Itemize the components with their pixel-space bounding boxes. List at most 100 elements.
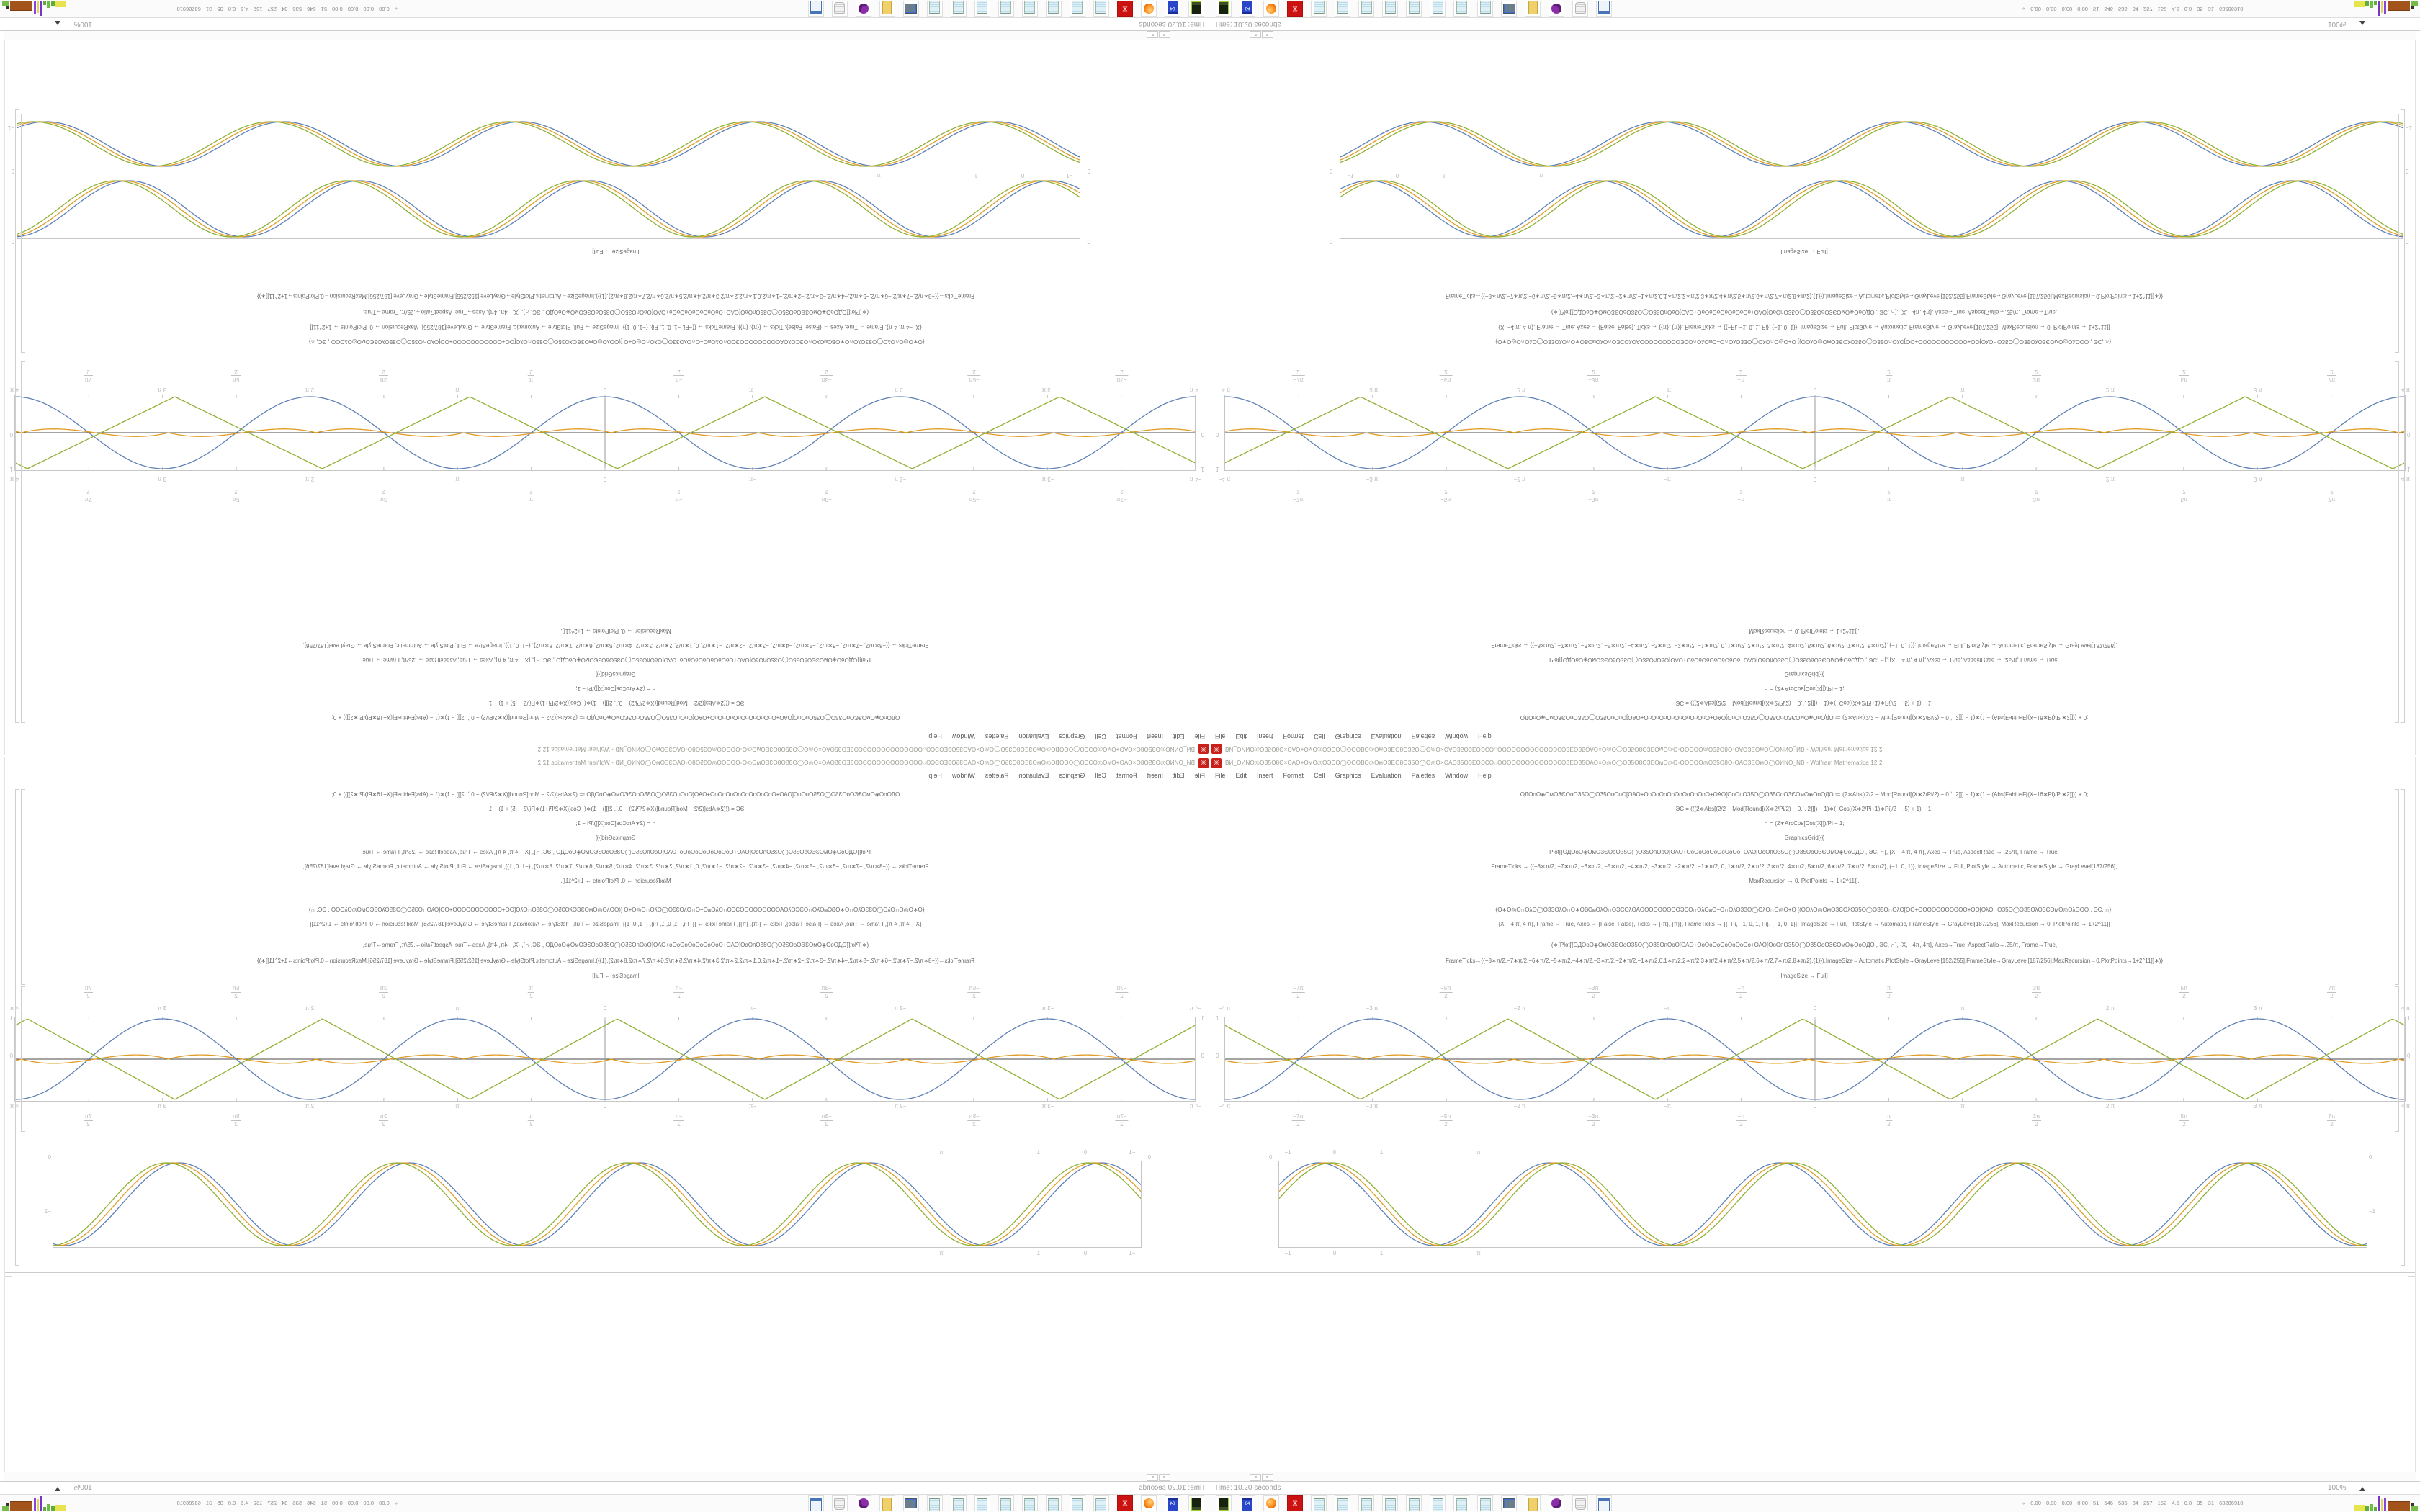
firefox-icon[interactable] (1141, 1495, 1157, 1511)
hscroll-right-arrow[interactable]: ▸ (1147, 1474, 1158, 1481)
menu-insert[interactable]: Insert (1257, 772, 1273, 779)
window-icon[interactable] (808, 1495, 824, 1511)
hscroll-right-arrow[interactable]: ▸ (1262, 1474, 1273, 1481)
note-icon[interactable] (1430, 1495, 1446, 1511)
note-icon[interactable] (1070, 1495, 1085, 1511)
note-icon[interactable] (1358, 1, 1374, 17)
input-cell-code-2[interactable]: {О∗О◎О∩ОλО◯ОЗЗОλО∩О∗ОВО⩏ОλО∩ОЭСОλОАООООО… (50, 288, 1181, 348)
horizontal-scrollbar[interactable]: ◂ ▸ (1210, 1472, 2416, 1482)
magnification-control[interactable]: 100% (2328, 1484, 2347, 1492)
menu-help[interactable]: Help (1478, 772, 1492, 779)
cell-bracket-output[interactable] (21, 986, 25, 1132)
note-icon[interactable] (927, 1495, 943, 1511)
menu-evaluation[interactable]: Evaluation (1018, 772, 1049, 779)
note-icon[interactable] (951, 1, 967, 17)
hscroll-right-arrow[interactable]: ▸ (1147, 31, 1158, 38)
cell-bracket-input[interactable] (2395, 789, 2399, 985)
menu-palettes[interactable]: Palettes (1411, 733, 1435, 740)
note-icon[interactable] (951, 1495, 967, 1511)
folder-icon[interactable] (879, 1495, 895, 1511)
note-icon[interactable] (1382, 1, 1398, 17)
computer-icon[interactable] (903, 1, 919, 17)
spikey-icon[interactable]: ✳ (1117, 1, 1133, 17)
magnification-control[interactable]: 100% (73, 20, 92, 28)
note-icon[interactable] (974, 1, 990, 17)
window-icon[interactable] (1596, 1495, 1612, 1511)
hscroll-right-arrow[interactable]: ▸ (1262, 31, 1273, 38)
note-icon[interactable] (1382, 1495, 1398, 1511)
hscroll-left-arrow[interactable]: ◂ (1159, 1474, 1170, 1481)
folder-icon[interactable] (879, 1, 895, 17)
scroll-icon[interactable] (1572, 1495, 1588, 1511)
cell-bracket-group[interactable] (2401, 109, 2405, 723)
note-icon[interactable] (1477, 1, 1493, 17)
menu-graphics[interactable]: Graphics (1335, 733, 1361, 740)
menu-insert[interactable]: Insert (1257, 733, 1273, 740)
horizontal-scrollbar[interactable]: ◂ ▸ (1210, 30, 2416, 40)
note-icon[interactable] (1093, 1, 1109, 17)
menu-file[interactable]: File (1194, 733, 1205, 740)
menu-format[interactable]: Format (1116, 733, 1137, 740)
input-cell-code[interactable]: ОДОоО◈ОмОЗЄОоОЗ5О◯ОЗ5ОпОоО[ОАО+ОоОоОоОоО… (50, 624, 1181, 724)
menu-help[interactable]: Help (928, 733, 942, 740)
computer-icon[interactable] (1501, 1495, 1517, 1511)
note-icon[interactable] (1358, 1495, 1374, 1511)
menu-palettes[interactable]: Palettes (1411, 772, 1435, 779)
magnification-caret-icon[interactable] (2360, 1487, 2365, 1491)
note-icon[interactable] (1335, 1, 1350, 17)
cell-bracket-input[interactable] (21, 789, 25, 985)
firefox-icon[interactable] (1263, 1, 1279, 17)
note-icon[interactable] (998, 1495, 1014, 1511)
menu-edit[interactable]: Edit (1173, 772, 1185, 779)
menu-format[interactable]: Format (1283, 733, 1304, 740)
input-cell-code[interactable]: ОДОоО◈ОмОЗЄОоОЗ5О◯ОЗ5ОпОоО[ОАО+ОоОоОоОоО… (1239, 788, 2370, 984)
input-cell-code[interactable]: ОДОоО◈ОмОЗЄОоОЗ5О◯ОЗ5ОпОоО[ОАО+ОоОоОоОоО… (1239, 624, 2370, 724)
note-icon[interactable] (1093, 1495, 1109, 1511)
menu-window[interactable]: Window (1445, 772, 1469, 779)
menu-file[interactable]: File (1194, 772, 1205, 779)
note-icon[interactable] (1430, 1, 1446, 17)
drive-icon[interactable] (1188, 1, 1204, 17)
note-icon[interactable] (1453, 1495, 1469, 1511)
menu-graphics[interactable]: Graphics (1335, 772, 1361, 779)
spikey-icon[interactable]: ✳ (1287, 1495, 1303, 1511)
note-icon[interactable] (927, 1, 943, 17)
hscroll-left-arrow[interactable]: ◂ (1159, 31, 1170, 38)
menu-help[interactable]: Help (928, 772, 942, 779)
purple-app-icon[interactable] (1549, 1495, 1564, 1511)
menu-insert[interactable]: Insert (1147, 733, 1163, 740)
note-icon[interactable] (1311, 1495, 1327, 1511)
purple-app-icon[interactable] (856, 1, 871, 17)
menu-cell[interactable]: Cell (1314, 772, 1325, 779)
menu-window[interactable]: Window (951, 733, 975, 740)
cell-bracket-input[interactable] (2395, 361, 2399, 723)
scroll-icon[interactable] (832, 1, 848, 17)
note-icon[interactable] (1406, 1, 1422, 17)
menu-window[interactable]: Window (951, 772, 975, 779)
cell-bracket-output[interactable] (2395, 986, 2399, 1132)
menu-evaluation[interactable]: Evaluation (1371, 772, 1402, 779)
spikey-icon[interactable]: ✳ (1117, 1495, 1133, 1511)
menu-insert[interactable]: Insert (1147, 772, 1163, 779)
note-icon[interactable] (1335, 1495, 1350, 1511)
magnification-caret-icon[interactable] (55, 21, 60, 25)
floppy-64-icon[interactable]: 64 (1240, 1495, 1255, 1511)
firefox-icon[interactable] (1263, 1495, 1279, 1511)
note-icon[interactable] (1022, 1495, 1038, 1511)
magnification-caret-icon[interactable] (2360, 21, 2365, 25)
firefox-icon[interactable] (1141, 1, 1157, 17)
folder-icon[interactable] (1525, 1, 1541, 17)
floppy-64-icon[interactable]: 64 (1240, 1, 1255, 17)
input-cell-code[interactable]: ОДОоО◈ОмОЗЄОоОЗ5О◯ОЗ5ОпОоО[ОАО+ОоОоОоОоО… (50, 788, 1181, 984)
note-icon[interactable] (1311, 1, 1327, 17)
note-icon[interactable] (998, 1, 1014, 17)
magnification-caret-icon[interactable] (55, 1487, 60, 1491)
magnification-control[interactable]: 100% (73, 1484, 92, 1492)
menu-edit[interactable]: Edit (1235, 733, 1247, 740)
cell-bracket-input[interactable] (21, 361, 25, 723)
floppy-64-icon[interactable]: 64 (1165, 1, 1180, 17)
menu-cell[interactable]: Cell (1095, 772, 1106, 779)
purple-app-icon[interactable] (1549, 1, 1564, 17)
purple-app-icon[interactable] (856, 1495, 871, 1511)
note-icon[interactable] (1406, 1495, 1422, 1511)
